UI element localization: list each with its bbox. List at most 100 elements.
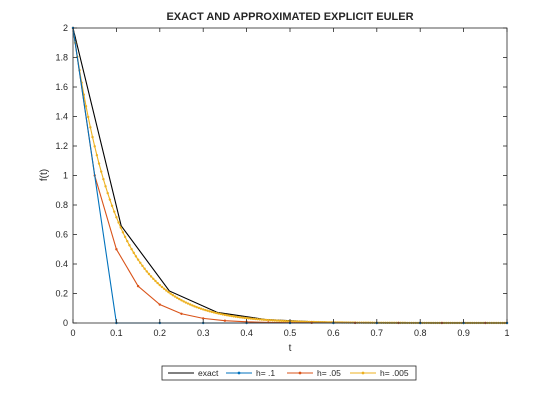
series-point (152, 277, 155, 280)
series-point (258, 318, 261, 321)
series-point (169, 292, 172, 295)
series-point (284, 319, 287, 323)
y-tick-label: 1.2 (55, 141, 68, 151)
series-point (217, 312, 220, 315)
series-point (243, 316, 246, 320)
series-point (277, 319, 281, 322)
series-point (145, 270, 148, 273)
plot-area (73, 28, 507, 323)
series-point (256, 318, 259, 321)
series-point (115, 248, 118, 251)
series-point (295, 320, 298, 323)
series-point (89, 126, 92, 129)
series-point (156, 281, 159, 285)
series-point (234, 315, 237, 318)
legend: exact h= .1 h= .05 h= .005 (161, 365, 417, 381)
series-point (286, 319, 290, 323)
series-point (269, 319, 272, 322)
series-point (162, 287, 166, 290)
chart-title: EXACT AND APPROXIMATED EXPLICIT EULER (166, 11, 413, 23)
y-tick-label: 1.6 (55, 82, 68, 92)
series-point (186, 302, 190, 305)
series-point (197, 306, 201, 310)
series-point (93, 145, 96, 148)
series-point (271, 319, 274, 322)
series-point (117, 221, 120, 224)
series-point (193, 305, 196, 308)
series-point (238, 316, 242, 319)
legend-marker (237, 371, 241, 375)
series-point (191, 304, 194, 307)
series-point (280, 319, 283, 323)
x-tick-label: 0.8 (414, 328, 427, 338)
series-point (212, 311, 216, 314)
legend-label: h= .005 (380, 368, 409, 378)
series-point (136, 284, 140, 288)
series-point (171, 293, 175, 297)
series-point (180, 299, 183, 302)
series-point (173, 295, 177, 298)
series-point (184, 301, 188, 304)
series-point (219, 312, 222, 316)
x-tick-label: 0.1 (110, 328, 123, 338)
series-point (100, 170, 103, 173)
y-tick-label: 1.8 (55, 53, 68, 63)
series-point (158, 283, 161, 287)
series-point (149, 275, 153, 278)
series-point (273, 319, 277, 322)
series-point (113, 210, 116, 213)
series-point (132, 251, 135, 255)
series-point (106, 191, 109, 195)
legend-marker (361, 371, 365, 375)
y-tick-label: 0 (63, 318, 68, 328)
x-tick-label: 0.2 (154, 328, 167, 338)
series-point (254, 317, 257, 321)
series-point (199, 307, 203, 310)
series-point (97, 162, 101, 165)
series-point (204, 308, 207, 312)
y-tick-label: 0.8 (55, 200, 68, 210)
series-point (141, 264, 144, 268)
series-point (139, 261, 142, 265)
series-point (202, 317, 205, 320)
series-point (251, 317, 255, 321)
series-point (236, 315, 240, 319)
series-point (175, 296, 179, 300)
series-point (228, 314, 231, 317)
series-point (249, 317, 253, 320)
series-point (293, 320, 296, 323)
series-point (110, 204, 114, 208)
y-tick-label: 0.4 (55, 259, 68, 269)
series-point (158, 303, 161, 306)
x-tick-label: 1 (504, 328, 509, 338)
series-point (121, 231, 125, 234)
series-point (225, 314, 229, 317)
series-point (123, 235, 127, 239)
y-tick-label: 1 (63, 171, 68, 181)
series-point (108, 198, 112, 201)
series-point (223, 319, 227, 322)
series-point (86, 115, 90, 119)
series-point (232, 315, 235, 318)
series-point (95, 154, 99, 157)
x-tick-label: 0.3 (197, 328, 210, 338)
series-point (104, 185, 107, 188)
series-point (247, 317, 250, 320)
series-point (115, 216, 118, 219)
series-point (202, 308, 205, 311)
x-axis-label: t (289, 343, 292, 354)
series-point (267, 318, 270, 322)
x-axis-ticks: 0 0.1 0.2 0.3 0.4 0.5 0.6 0.7 0.8 0.9 1 (70, 28, 510, 338)
legend-marker (298, 371, 302, 375)
legend-label: h= .1 (256, 368, 275, 378)
series-point (215, 311, 218, 315)
series-point (188, 303, 192, 306)
series-point (102, 177, 105, 181)
x-tick-label: 0.7 (371, 328, 384, 338)
series-point (282, 319, 285, 323)
series-point (208, 310, 211, 313)
x-tick-label: 0.9 (457, 328, 470, 338)
series-point (165, 289, 168, 292)
series-point (91, 135, 94, 139)
